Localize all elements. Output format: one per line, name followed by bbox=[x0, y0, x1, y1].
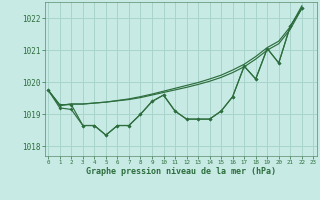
X-axis label: Graphe pression niveau de la mer (hPa): Graphe pression niveau de la mer (hPa) bbox=[86, 167, 276, 176]
